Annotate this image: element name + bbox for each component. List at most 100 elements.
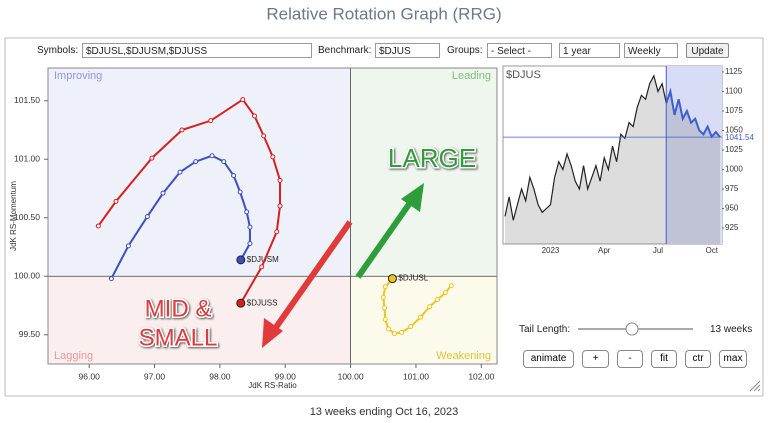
quadrant — [350, 276, 497, 364]
y-tick-label: 1075 — [725, 106, 743, 115]
y-tick-label: 99.50 — [19, 329, 41, 339]
price-line — [504, 74, 667, 221]
quadrant-label: Weakening — [436, 350, 491, 362]
groups-select[interactable]: - Select - — [487, 43, 552, 58]
series-line — [97, 98, 282, 304]
label: Symbols: — [37, 45, 79, 56]
tail-point — [382, 317, 388, 323]
series-label: $DJUSL — [398, 274, 428, 283]
label: Groups: — [447, 45, 483, 56]
rrg: Improving Leading Weakening Lagging 96.00 97.… — [9, 67, 498, 390]
tail-point — [193, 159, 199, 165]
x-tick-label: 97.00 — [144, 371, 166, 381]
slider-knob[interactable] — [625, 322, 639, 336]
tail-point — [270, 154, 276, 160]
tail-point — [442, 290, 448, 296]
period-select[interactable]: 1 year — [559, 43, 620, 58]
tail-point — [259, 264, 265, 270]
tail-point — [149, 155, 155, 161]
y-tick-label: 101.00 — [14, 154, 40, 164]
tail-point — [208, 118, 214, 124]
tail-point — [382, 305, 388, 311]
tail-point — [231, 173, 237, 179]
price-line-tail — [665, 87, 721, 139]
tail-point — [237, 189, 243, 195]
head-point — [236, 255, 246, 265]
x-tick-label: Jul — [653, 246, 663, 255]
tail-point — [386, 326, 392, 332]
y-tick-label: 1050 — [725, 126, 743, 135]
tail-point — [160, 190, 166, 196]
y-tick-label: 100.00 — [14, 271, 40, 281]
x-tick-label: 99.00 — [275, 371, 297, 381]
button[interactable]: max — [719, 350, 747, 368]
resize-grip — [749, 380, 761, 392]
annotation: SMALL — [139, 324, 218, 351]
interval-select[interactable]: Weekly — [624, 43, 678, 58]
footer: 13 weeks ending Oct 16, 2023 — [310, 406, 459, 418]
quadrant — [350, 68, 497, 277]
y-tick-label: 1125 — [725, 67, 743, 76]
tail-point — [399, 329, 405, 335]
tail-point — [274, 229, 280, 235]
tail-point — [221, 159, 227, 165]
tail-point — [244, 209, 250, 215]
benchmark-input[interactable]: $DJUS — [375, 43, 440, 58]
plot-frame — [47, 67, 498, 365]
y-tick-label: 1100 — [725, 87, 743, 96]
y-tick-label: 1000 — [725, 165, 743, 174]
label: Tail Length: — [519, 324, 571, 335]
y-tick-label: 925 — [725, 223, 739, 232]
label: Benchmark: — [318, 45, 372, 56]
tail-point — [277, 177, 283, 183]
tail-value: 13 weeks — [710, 324, 753, 335]
x-tick-label: Apr — [598, 246, 611, 255]
tail-point — [95, 223, 101, 229]
tail-point — [252, 113, 258, 119]
y-tick-label: 100.50 — [14, 212, 40, 222]
x-tick-label: 98.00 — [209, 371, 231, 381]
annotation: LARGE — [388, 143, 476, 173]
tail-point — [108, 276, 114, 282]
head-point — [387, 274, 397, 284]
tail-point — [435, 297, 441, 303]
x-axis-title: JdK RS-Ratio — [248, 381, 297, 390]
button[interactable]: animate — [523, 350, 574, 368]
tail-point — [408, 324, 414, 330]
tail-point — [240, 97, 246, 103]
y-tick-label: 950 — [725, 204, 739, 213]
button[interactable]: fit — [651, 350, 677, 368]
quadrant — [48, 68, 351, 277]
tail-point — [209, 153, 215, 159]
tail-point — [277, 203, 283, 209]
tail-point — [261, 133, 267, 139]
arrow-head — [401, 183, 424, 212]
tail-point — [113, 198, 119, 204]
tail-point — [179, 127, 185, 133]
tail-point — [418, 314, 424, 320]
y-axis-title: JdK RS-Momentum — [9, 181, 18, 251]
button[interactable]: ctr — [685, 350, 711, 368]
tail-point — [144, 214, 150, 220]
series-label: $DJUSM — [247, 255, 279, 264]
button[interactable]: - — [617, 350, 643, 368]
head-point — [236, 298, 246, 308]
y-tick-label: 975 — [725, 184, 739, 193]
button[interactable]: + — [582, 350, 609, 368]
annotation: MID & — [145, 295, 212, 322]
arrows — [262, 183, 424, 348]
series-line — [110, 154, 251, 280]
x-tick-label: 102.00 — [468, 371, 494, 381]
tail-point — [247, 224, 253, 230]
symbols-input[interactable]: $DJUSL,$DJUSM,$DJUSS — [82, 43, 312, 58]
x-tick-label: 2023 — [542, 246, 560, 255]
update-button[interactable]: Update — [686, 43, 729, 58]
last-value-label: 1041.54 — [725, 133, 754, 142]
y-tick-label: 101.50 — [14, 95, 40, 105]
tail-point — [125, 243, 131, 249]
price-chart: 1041.54 925 950 975 1000 1025 1050 1075 1100 1125… — [502, 65, 754, 255]
x-tick-label: 101.00 — [403, 371, 429, 381]
y-tick-label: 1025 — [725, 145, 743, 154]
